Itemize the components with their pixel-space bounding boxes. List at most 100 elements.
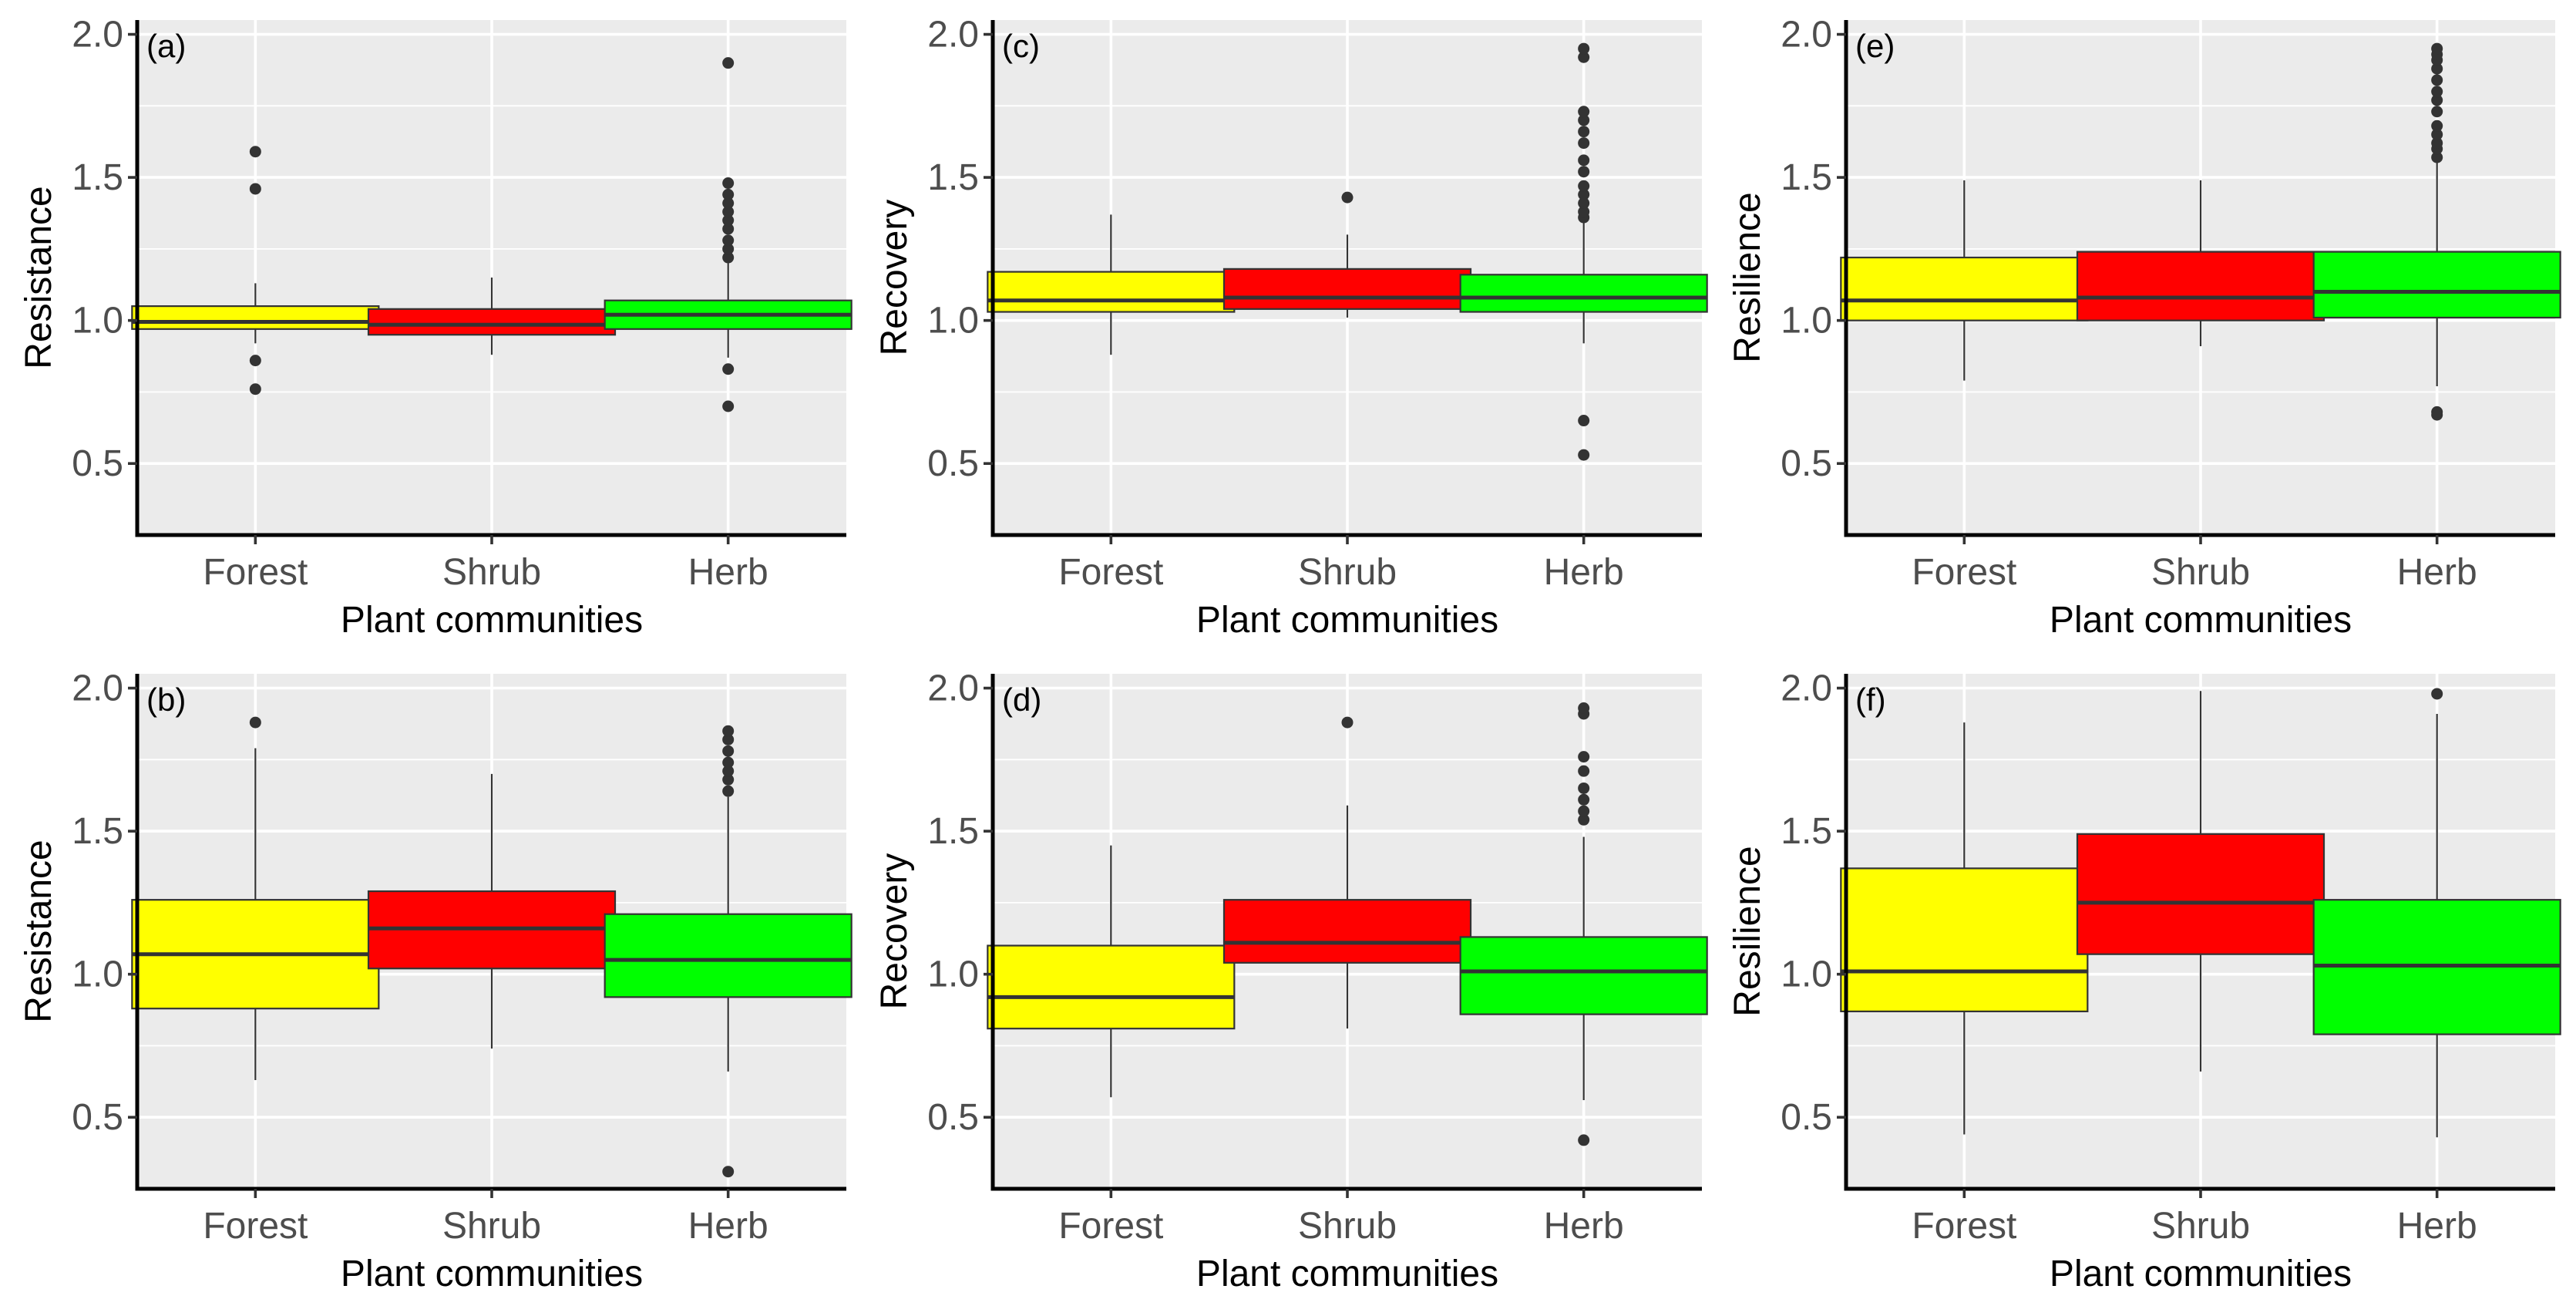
- outlier-point: [2431, 128, 2443, 140]
- y-tick-label: 2.0: [927, 668, 979, 709]
- x-tick-label: Shrub: [2151, 552, 2250, 593]
- x-tick-label: Forest: [1912, 1206, 2016, 1247]
- y-tick-label: 1.5: [927, 811, 979, 852]
- outlier-point: [249, 716, 261, 729]
- panel-e: 0.5 1.0 1.5 2.0 Forest Shrub Herb Plant communi…: [1727, 15, 2561, 641]
- outlier-point: [1341, 191, 1354, 204]
- outlier-point: [1578, 180, 1590, 192]
- outlier-point: [722, 197, 735, 210]
- x-tick-label: Forest: [203, 552, 308, 593]
- x-axis-title: Plant communities: [1196, 600, 1498, 641]
- y-tick-label: 1.5: [72, 157, 123, 198]
- iqr-box: [1840, 256, 2089, 321]
- iqr-box: [604, 913, 853, 998]
- iqr-box: [987, 271, 1236, 313]
- x-tick-label: Forest: [203, 1206, 308, 1247]
- y-tick-label: 1.0: [72, 301, 123, 342]
- box-shrub: [367, 278, 617, 355]
- outlier-point: [1578, 751, 1590, 763]
- axis-lines: [990, 674, 1702, 1191]
- y-tick-label: 0.5: [1781, 443, 1832, 484]
- y-tick-label: 1.0: [1781, 301, 1832, 342]
- outlier-point: [2431, 86, 2443, 98]
- y-axis-title: Resilience: [1727, 192, 1768, 362]
- outlier-point: [1578, 106, 1590, 118]
- x-axis-title: Plant communities: [2050, 1254, 2352, 1294]
- x-tick-label: Shrub: [2151, 1206, 2250, 1247]
- outlier-point: [722, 57, 735, 69]
- panel-c: 0.5 1.0 1.5 2.0 Forest Shrub Herb Plant communi…: [874, 15, 1708, 641]
- outlier-point: [2431, 62, 2443, 75]
- y-tick-label: 1.0: [927, 954, 979, 995]
- iqr-box: [1459, 936, 1708, 1015]
- outlier-point: [1578, 813, 1590, 826]
- outlier-point: [2431, 151, 2443, 163]
- outlier-point: [1578, 782, 1590, 794]
- panel-f: 0.5 1.0 1.5 2.0 Forest Shrub Herb Plant communi…: [1727, 668, 2561, 1294]
- y-tick-label: 0.5: [1781, 1097, 1832, 1138]
- x-tick-label: Herb: [1544, 552, 1624, 593]
- outlier-point: [1578, 197, 1590, 210]
- x-axis-title: Plant communities: [2050, 600, 2352, 641]
- outlier-point: [1578, 51, 1590, 63]
- x-tick-label: Forest: [1912, 552, 2016, 593]
- outlier-point: [2431, 42, 2443, 55]
- iqr-box: [987, 944, 1236, 1030]
- y-tick-label: 0.5: [927, 1097, 979, 1138]
- box-herb: [1459, 702, 1708, 1146]
- outlier-point: [722, 363, 735, 375]
- box-forest: [987, 214, 1236, 355]
- outlier-point: [722, 1166, 735, 1178]
- box-herb: [604, 725, 853, 1178]
- y-tick-label: 1.0: [1781, 954, 1832, 995]
- iqr-box: [131, 305, 380, 330]
- box-forest: [1840, 180, 2089, 381]
- panel-label: (a): [146, 28, 186, 64]
- box-shrub: [2076, 691, 2325, 1072]
- panel-label: (d): [1002, 682, 1041, 718]
- y-tick-label: 2.0: [1781, 668, 1832, 709]
- outlier-point: [722, 400, 735, 412]
- outlier-point: [722, 234, 735, 247]
- iqr-box: [2076, 833, 2325, 955]
- box-herb: [2312, 42, 2561, 421]
- outlier-point: [722, 765, 735, 777]
- y-tick-label: 0.5: [72, 443, 123, 484]
- outlier-point: [722, 773, 735, 786]
- outlier-point: [722, 733, 735, 746]
- outlier-point: [722, 177, 735, 190]
- outlier-point: [722, 188, 735, 200]
- axis-lines: [990, 20, 1702, 537]
- outlier-point: [1578, 415, 1590, 427]
- outlier-point: [2431, 119, 2443, 132]
- outlier-point: [722, 745, 735, 757]
- outlier-point: [249, 146, 261, 158]
- x-tick-label: Shrub: [442, 1206, 541, 1247]
- outlier-point: [2431, 94, 2443, 106]
- outlier-point: [1578, 449, 1590, 461]
- y-tick-label: 2.0: [927, 15, 979, 56]
- outlier-point: [1578, 1134, 1590, 1146]
- y-axis-title: Resistance: [18, 840, 59, 1022]
- y-tick-label: 2.0: [1781, 15, 1832, 56]
- box-herb: [604, 57, 853, 412]
- y-tick-label: 1.5: [1781, 157, 1832, 198]
- box-shrub: [1222, 716, 1472, 1029]
- outlier-point: [249, 383, 261, 395]
- outlier-point: [722, 223, 735, 235]
- y-axis-title: Recovery: [874, 200, 915, 356]
- outlier-point: [2431, 406, 2443, 418]
- panel-label: (c): [1002, 28, 1040, 64]
- outlier-point: [2431, 74, 2443, 86]
- outlier-point: [722, 785, 735, 797]
- outlier-point: [249, 183, 261, 195]
- y-tick-label: 1.0: [927, 301, 979, 342]
- panel-a: 0.5 1.0 1.5 2.0 Forest Shrub Herb Plant communi…: [18, 15, 853, 641]
- outlier-point: [1578, 765, 1590, 777]
- outlier-point: [1578, 702, 1590, 715]
- x-tick-label: Shrub: [442, 552, 541, 593]
- outlier-point: [1578, 188, 1590, 200]
- iqr-box: [1459, 274, 1708, 313]
- x-axis-title: Plant communities: [1196, 1254, 1498, 1294]
